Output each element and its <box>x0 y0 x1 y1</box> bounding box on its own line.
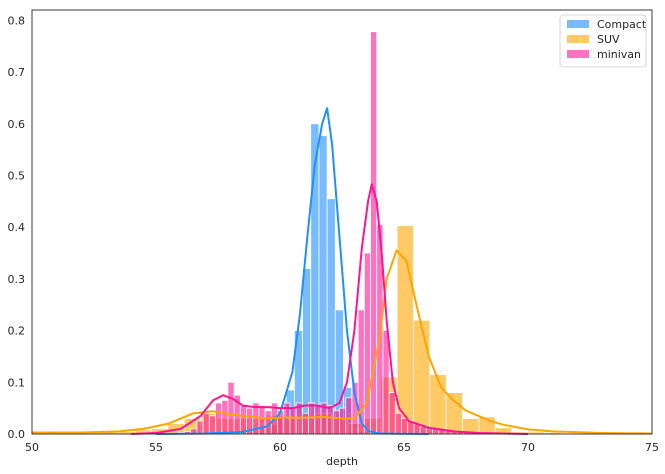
minivan-bar <box>401 418 409 435</box>
minivan-bar <box>289 407 297 435</box>
suv-bar <box>396 225 414 435</box>
minivan-bar <box>221 399 229 435</box>
minivan-bar <box>196 420 204 435</box>
x-axis-label: depth <box>326 455 358 468</box>
minivan-bar <box>314 405 322 435</box>
y-tick-label: 0.5 <box>8 169 26 182</box>
y-tick-label: 0.3 <box>8 273 26 286</box>
minivan-bar <box>388 392 396 435</box>
minivan-bar <box>345 397 353 435</box>
compact-kde-line <box>155 107 429 435</box>
minivan-bar <box>394 412 402 435</box>
legend-swatch-suv <box>567 35 589 43</box>
y-tick-label: 0.8 <box>8 14 26 27</box>
legend-label-compact: Compact <box>597 18 647 31</box>
minivan-bar <box>339 407 347 435</box>
legend-label-suv: SUV <box>597 33 620 46</box>
x-tick-label: 75 <box>645 441 659 454</box>
legend-label-minivan: minivan <box>597 48 641 61</box>
compact-bar <box>326 198 336 435</box>
y-tick-label: 0.6 <box>8 118 26 131</box>
plot-frame <box>31 9 653 435</box>
suv-kde-line <box>32 249 653 435</box>
minivan-bar <box>308 402 316 435</box>
y-tick-label: 0.4 <box>8 221 26 234</box>
minivan-bar <box>258 405 266 435</box>
minivan-bar <box>326 405 334 435</box>
x-tick-label: 65 <box>397 441 411 454</box>
x-tick-label: 50 <box>25 441 39 454</box>
minivan-bar <box>208 415 216 435</box>
y-ticks: 0.0 0.1 0.2 0.3 0.4 0.5 0.6 0.7 0.8 <box>8 14 26 441</box>
suv-bar <box>429 374 447 435</box>
minivan-bar <box>363 252 371 435</box>
minivan-bar <box>202 412 210 435</box>
minivan-bar <box>239 405 247 435</box>
legend-swatch-compact <box>567 20 589 28</box>
bars-layer <box>36 31 562 435</box>
compact-bar <box>318 135 328 435</box>
suv-bar <box>445 392 463 435</box>
minivan-bar <box>332 410 340 435</box>
legend: Compact SUV minivan <box>559 14 647 68</box>
minivan-bar <box>215 402 223 435</box>
minivan-bar <box>227 381 235 435</box>
minivan-kde-line <box>131 183 529 435</box>
x-tick-label: 55 <box>149 441 163 454</box>
y-tick-label: 0.2 <box>8 325 26 338</box>
kde-layer <box>32 107 653 435</box>
x-tick-label: 60 <box>273 441 287 454</box>
compact-bars <box>244 123 369 435</box>
legend-swatch-minivan <box>567 50 589 58</box>
suv-bar <box>413 319 431 435</box>
y-tick-label: 0.1 <box>8 376 26 389</box>
minivan-bar <box>382 330 390 435</box>
x-tick-label: 70 <box>521 441 535 454</box>
y-tick-label: 0.7 <box>8 66 26 79</box>
x-ticks: 50 55 60 65 70 75 <box>25 441 659 454</box>
y-tick-label: 0.0 <box>8 428 26 441</box>
